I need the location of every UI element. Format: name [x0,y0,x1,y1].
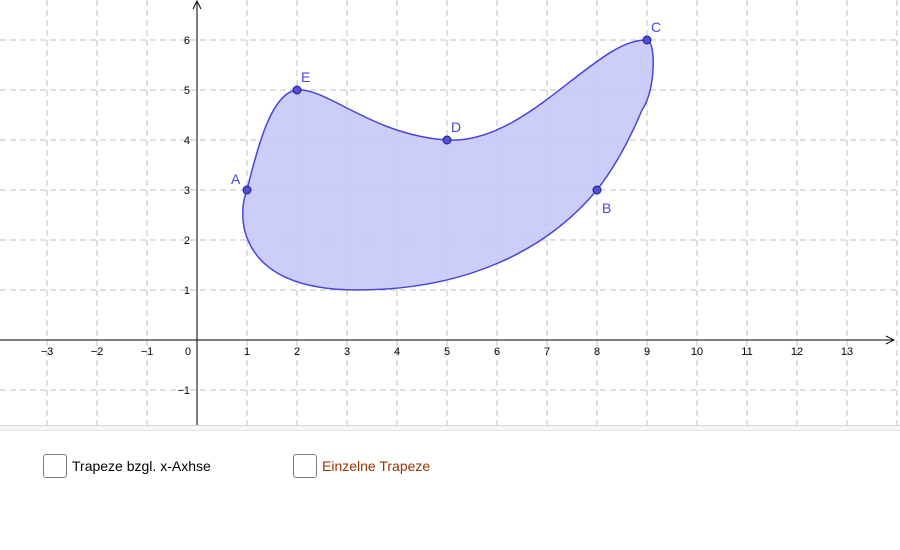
x-tick-label: 2 [294,346,300,358]
point-c[interactable] [642,35,652,45]
points[interactable]: A B C D E [231,19,661,216]
checkbox-label-trapeze-x-axis[interactable]: Trapeze bzgl. x-Axhse [72,458,211,474]
point-label-a: A [231,171,241,187]
axes [0,0,896,425]
x-axis-arrow [885,335,896,345]
x-tick-label: 11 [741,346,752,358]
point-a[interactable] [242,185,252,195]
x-tick-label: 4 [394,346,400,358]
y-tick-label: 1 [184,285,190,297]
x-tick-label: 3 [344,346,350,358]
y-tick-label: 4 [184,135,190,147]
x-tick-label: 1 [244,346,250,358]
x-tick-label: −1 [141,346,154,358]
x-tick-label: −3 [41,346,54,358]
spline-fill [242,39,654,290]
point-label-d: D [451,119,461,135]
panel-divider [0,425,900,431]
single-trapeze-checkbox[interactable]: Einzelne Trapeze [293,454,430,478]
y-tick-label: 5 [184,85,190,97]
point-b[interactable] [592,185,602,195]
trapeze-x-axis-checkbox[interactable]: Trapeze bzgl. x-Axhse [43,454,211,478]
checkbox-box[interactable] [293,454,317,478]
x-tick-label: 12 [791,346,803,358]
point-label-b: B [602,200,611,216]
x-tick-label: 9 [644,346,650,358]
spline-curve[interactable] [241,39,654,291]
point-d[interactable] [442,135,452,145]
closed-spline-region[interactable] [241,39,654,291]
checkbox-box[interactable] [43,454,67,478]
point-e[interactable] [292,85,302,95]
checkbox-label-single-trapeze[interactable]: Einzelne Trapeze [322,458,431,474]
x-tick-label: −2 [91,346,104,358]
y-tick-label: 6 [184,35,190,47]
y-tick-label: 2 [184,235,190,247]
y-tick-label: −1 [177,385,190,397]
x-tick-label: 6 [494,346,500,358]
y-tick-label: 3 [184,185,190,197]
x-tick-label: 8 [594,346,600,358]
point-label-c: C [651,19,661,35]
point-label-e: E [301,69,310,85]
x-tick-label: 13 [841,346,853,358]
x-tick-label: 0 [185,346,191,358]
x-tick-label: 7 [544,346,550,358]
x-tick-label: 10 [691,346,703,358]
y-axis-arrow [192,0,202,10]
x-tick-label: 5 [444,346,450,358]
x-tick-labels: −3 −2 −1 0 1 2 3 4 5 6 7 8 9 10 11 12 13 [41,346,853,358]
y-tick-labels: −1 1 2 3 4 5 6 [177,35,190,397]
